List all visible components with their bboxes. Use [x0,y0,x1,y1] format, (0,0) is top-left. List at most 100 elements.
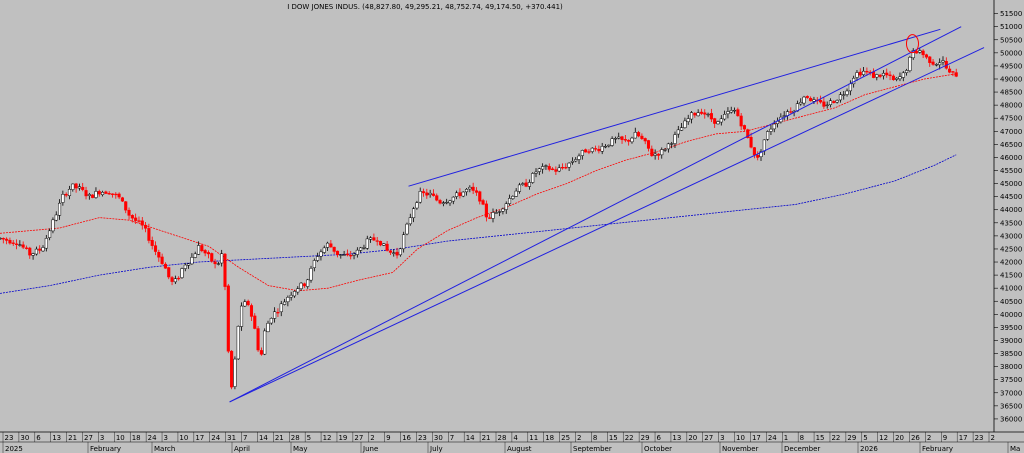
candle-body [266,322,270,332]
candle-body [905,70,909,73]
x-day-label: 7 [450,434,454,442]
candle-body [388,250,392,253]
candle-body [58,202,62,216]
candle-body [607,144,611,147]
candle-body [498,211,502,213]
candle-body [365,238,369,249]
candle-body [273,311,277,319]
candle-body [574,159,578,162]
candle-body [749,136,753,148]
x-day-label: 30 [434,434,443,442]
x-day-label: 22 [831,434,840,442]
candle-body [620,136,624,140]
candle-body [349,255,353,257]
x-day-label: 5 [307,434,311,442]
candle-body [130,215,134,219]
candle-body [173,278,177,283]
candle-body [541,166,545,170]
candle-body [312,260,316,268]
candle-body [521,183,525,185]
candle-body [359,247,363,251]
candle-body [570,160,574,163]
x-month-label: September [573,445,612,453]
candle-body [819,100,823,103]
candle-body [686,118,690,122]
candle-body [835,100,839,103]
candle-body [699,111,704,114]
candle-body [451,196,455,202]
candle-body [190,257,194,265]
candle-body [928,56,932,63]
candle-body [461,191,465,197]
candle-body [713,118,717,124]
candle-body [345,253,349,256]
candle-body [428,192,432,195]
candle-body [670,143,674,145]
candle-body [438,200,442,204]
candle-body [286,297,290,303]
x-day-label: 21 [68,434,77,442]
candle-body [703,112,707,115]
candle-body [54,214,58,221]
x-day-label: 17 [752,434,761,442]
x-day-label: 9 [943,434,947,442]
trendlines [229,26,985,403]
x-day-label: 13 [52,434,61,442]
plot-background [0,0,994,432]
candle-body [402,234,406,250]
candle-body [187,263,191,266]
candle-body [484,203,488,218]
x-day-label: 12 [879,434,888,442]
candle-body [220,253,224,264]
candle-body [680,127,684,131]
candle-body [163,263,167,269]
candle-body [415,202,419,209]
x-day-label: 25 [561,434,570,442]
candle-body [120,197,124,202]
x-day-label: 6 [657,434,662,442]
candle-body [0,237,2,240]
candle-body [193,253,197,258]
candle-body [683,120,687,128]
candle-body [491,212,495,219]
candle-body [263,330,267,355]
candle-body [398,248,402,256]
candle-body [362,247,366,249]
x-day-label: 9 [386,434,390,442]
candle-body [375,240,379,242]
x-day-label: 10 [116,434,125,442]
candle-body [759,151,763,158]
candle-body [878,74,882,77]
x-day-label: 3 [100,434,104,442]
candle-body [299,282,303,289]
candle-body [1,237,5,240]
candle-body [84,190,88,197]
highlight-circle [905,34,919,54]
candle-body [488,217,492,219]
candle-body [157,252,161,258]
candle-body [382,243,386,246]
candle-body [478,191,482,202]
x-axis: 23 30 6 13 21 27 3 10 18 24 3 10 17 24 31 7 14 21 28 5 12 19 2… [0,431,1024,453]
y-tick-label: 45000 [1000,180,1022,188]
candle-body [101,192,105,196]
candle-body [329,243,333,248]
y-tick-label: 46500 [1000,141,1022,149]
x-day-label: 17 [195,434,204,442]
x-day-label: 21 [482,434,491,442]
candle-body [802,96,806,104]
y-tick-label: 50000 [1000,49,1022,57]
candle-body [239,305,244,327]
candle-body [825,104,829,107]
candle-body [726,111,730,115]
candle-body [233,358,237,387]
y-tick-label: 50500 [1000,36,1022,44]
candle-body [501,208,505,212]
candle-body [31,253,35,256]
candle-body [511,196,515,199]
candle-body [848,83,852,92]
x-day-label: 4 [513,434,518,442]
y-tick-label: 40500 [1000,298,1022,306]
candle-body [832,101,836,104]
candle-body [253,315,257,329]
